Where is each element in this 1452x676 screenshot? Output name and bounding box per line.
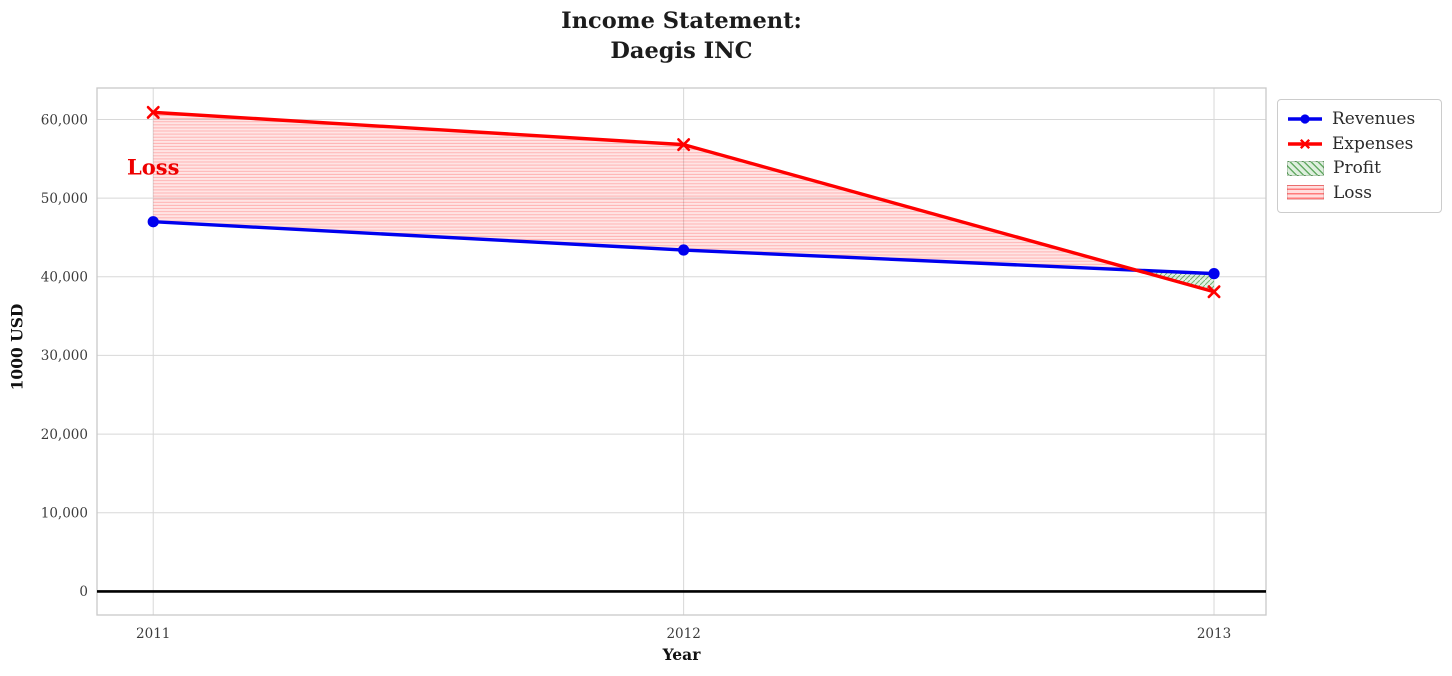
legend-item-profit[interactable]: Profit	[1287, 156, 1431, 181]
y-tick-label: 60,000	[41, 112, 88, 128]
expenses-marker[interactable]	[1207, 285, 1221, 299]
expenses-marker[interactable]	[677, 138, 691, 152]
loss-legend-swatch-icon	[1287, 185, 1324, 201]
y-tick-label: 0	[79, 584, 88, 600]
legend-item-revenues[interactable]: Revenues	[1287, 107, 1431, 132]
revenues-marker[interactable]	[678, 244, 690, 256]
profit-legend-swatch-icon	[1287, 160, 1324, 176]
expenses-legend-swatch-icon	[1288, 138, 1322, 149]
y-tick-label: 40,000	[41, 270, 88, 286]
expenses-marker[interactable]	[146, 105, 160, 119]
chart-title-line1: Income Statement:	[561, 8, 802, 34]
y-axis-label: 1000 USD	[7, 303, 27, 391]
legend-label: Profit	[1333, 158, 1381, 179]
y-tick-label: 30,000	[41, 348, 88, 364]
legend-item-loss[interactable]: Loss	[1287, 181, 1431, 206]
chart-title: Income Statement: Daegis INC	[97, 6, 1266, 66]
x-tick-label: 2013	[1197, 626, 1231, 642]
legend-label: Loss	[1333, 182, 1372, 203]
revenues-marker[interactable]	[147, 216, 159, 228]
legend-label: Expenses	[1332, 133, 1414, 154]
legend-box: Revenues Expenses Profit Loss	[1277, 99, 1442, 213]
plot-border	[96, 87, 1267, 616]
chart-title-line2: Daegis INC	[610, 38, 753, 64]
y-tick-label: 10,000	[41, 506, 88, 522]
revenues-legend-swatch-icon	[1288, 114, 1322, 124]
x-axis-label: Year	[662, 645, 701, 664]
revenues-marker[interactable]	[1208, 268, 1220, 280]
legend-label: Revenues	[1332, 109, 1416, 130]
x-tick-label: 2011	[136, 626, 170, 642]
x-tick-label: 2012	[666, 626, 700, 642]
y-tick-label: 20,000	[41, 427, 88, 443]
loss-annotation: Loss	[127, 154, 180, 180]
loss-region	[153, 112, 1137, 271]
y-tick-label: 50,000	[41, 191, 88, 207]
legend-item-expenses[interactable]: Expenses	[1287, 132, 1431, 157]
